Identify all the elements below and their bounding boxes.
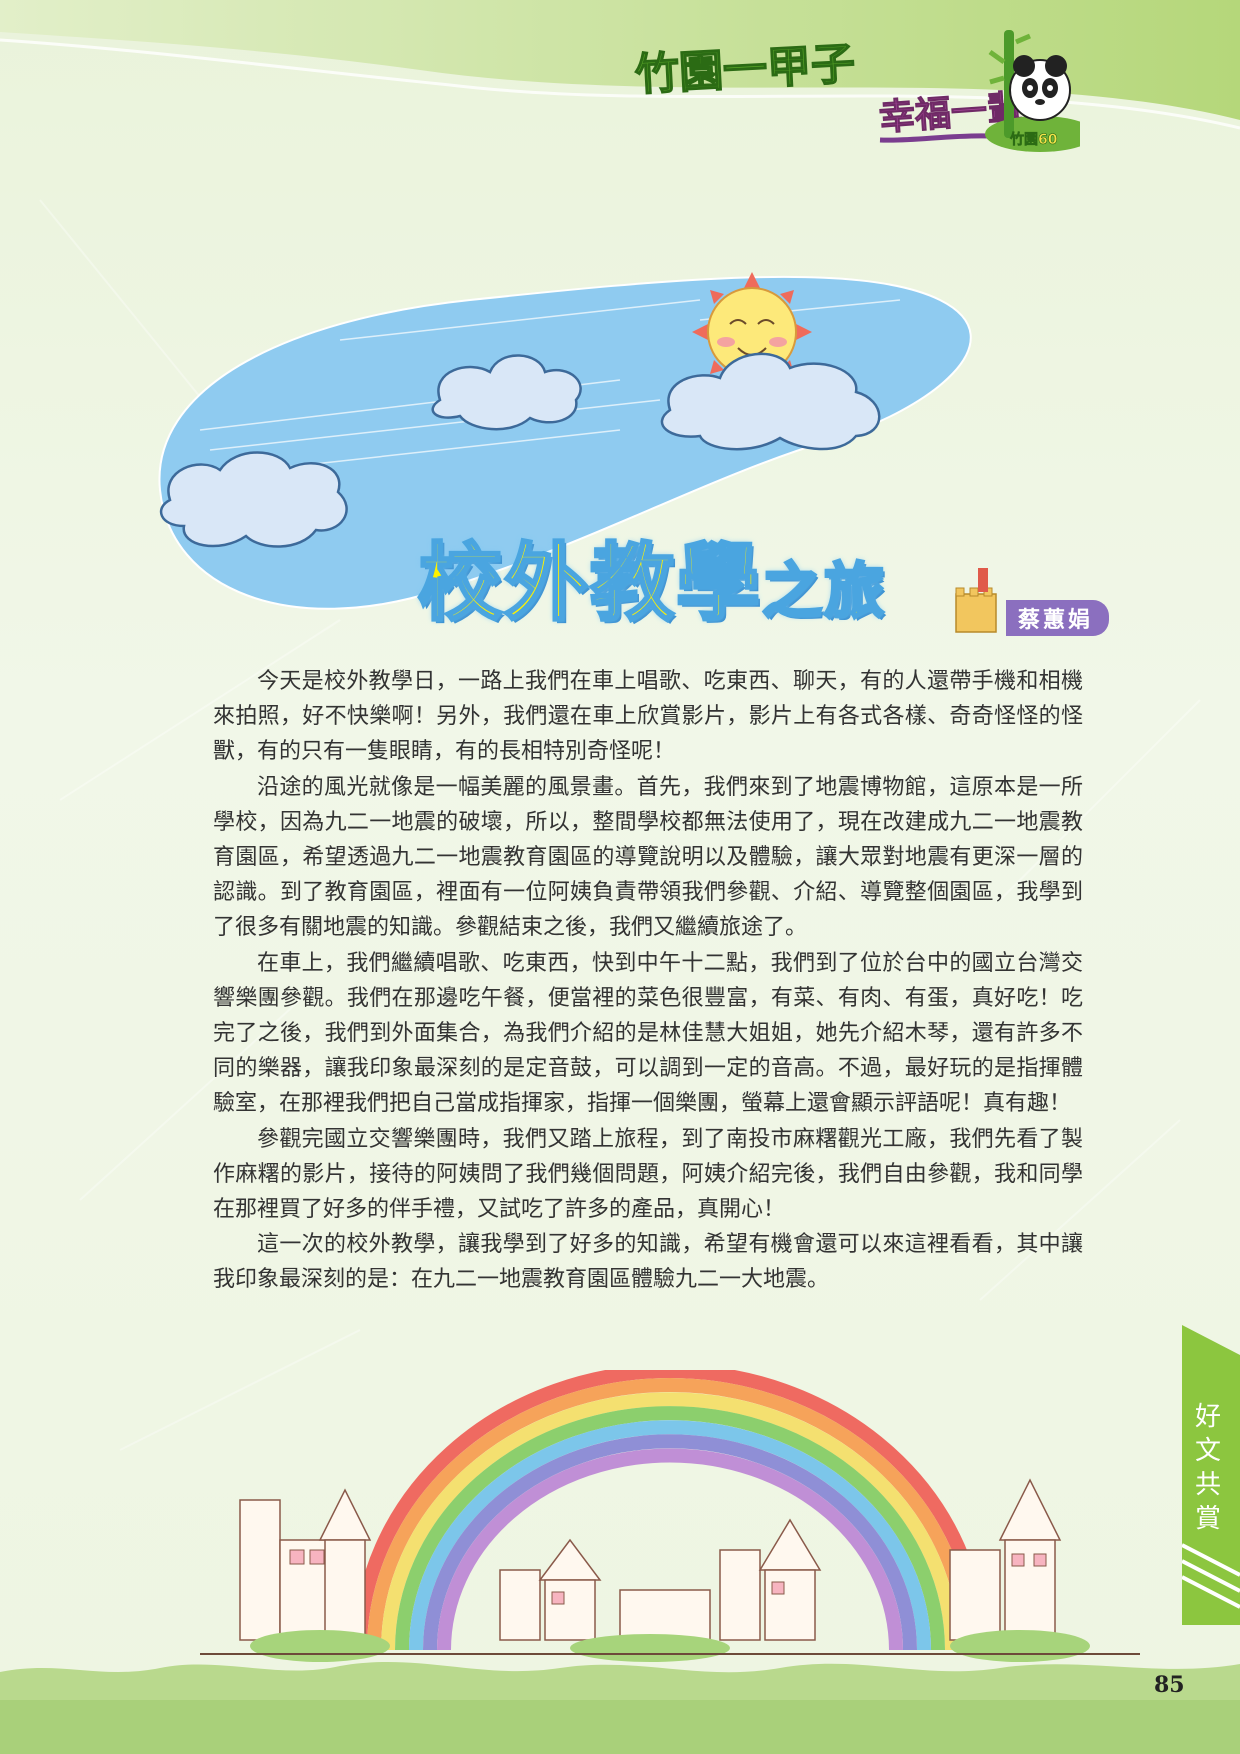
pencil-castle-icon	[955, 568, 997, 633]
title-suffix: 之旅	[761, 556, 887, 629]
sun-icon	[692, 272, 812, 392]
title-main: 校外教學	[416, 532, 763, 634]
article-body: 今天是校外教學日，一路上我們在車上唱歌、吃東西、聊天，有的人還帶手機和相機來拍照…	[213, 664, 1083, 1298]
paragraph: 沿途的風光就像是一幅美麗的風景畫。首先，我們來到了地震博物館，這原本是一所學校，…	[213, 774, 1083, 941]
paragraph: 在車上，我們繼續唱歌、吃東西，快到中午十二點，我們到了位於台中的國立台灣交響樂團…	[213, 950, 1083, 1117]
badge-text: 竹園60	[1009, 131, 1058, 148]
paragraph: 參觀完國立交響樂團時，我們又踏上旅程，到了南投市麻糬觀光工廠，我們先看了製作麻糬…	[213, 1126, 1083, 1223]
paragraph: 這一次的校外教學，讓我學到了好多的知識，希望有機會還可以來這裡看看，其中讓我印象…	[213, 1232, 1083, 1293]
cloud-icon	[159, 352, 881, 548]
article-title: 校外教學之旅	[416, 516, 887, 637]
sky-illustration	[158, 272, 972, 610]
section-tab-label: 好文共賞	[1194, 1402, 1221, 1534]
bamboo-icon	[1004, 30, 1014, 138]
rainbow-icon	[200, 1370, 1140, 1662]
logo-text-1: 竹園一甲子	[634, 39, 856, 101]
header-logo: 竹園一甲子 幸福一輩子 竹園60	[633, 30, 1080, 152]
section-tab	[1182, 1325, 1240, 1625]
page-number: 85	[1154, 1672, 1185, 1698]
author-name: 蔡蕙娟	[1006, 600, 1110, 636]
panda-icon	[985, 30, 1080, 152]
paragraph: 今天是校外教學日，一路上我們在車上唱歌、吃東西、聊天，有的人還帶手機和相機來拍照…	[213, 669, 1083, 765]
